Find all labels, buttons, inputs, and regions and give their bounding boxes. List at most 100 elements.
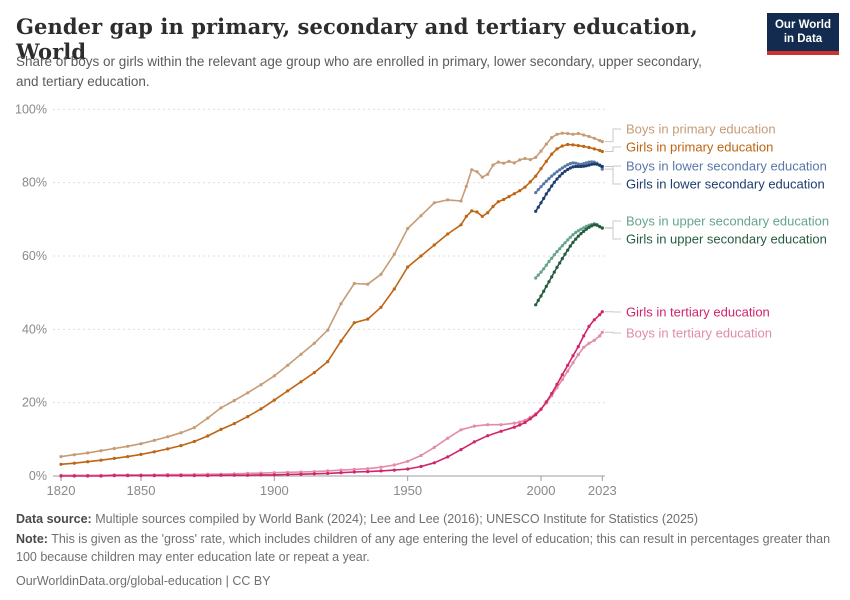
data-point [542, 289, 546, 293]
data-point [600, 226, 604, 230]
data-point [286, 470, 290, 474]
data-point [574, 237, 578, 241]
series-girls-tertiary[interactable]: Girls in tertiary education [59, 305, 770, 478]
legend-label-girls-lower-secondary[interactable]: Girls in lower secondary education [626, 177, 825, 192]
owid-logo[interactable]: Our World in Data [767, 13, 839, 55]
data-point [464, 184, 468, 188]
data-point [571, 132, 575, 136]
data-point [432, 445, 436, 449]
series-line-girls-primary[interactable] [60, 143, 604, 466]
attribution-link[interactable]: OurWorldinData.org/global-education [16, 573, 223, 588]
data-point [539, 185, 543, 189]
legend-label-boys-lower-secondary[interactable]: Boys in lower secondary education [626, 159, 827, 174]
legend-label-boys-tertiary[interactable]: Boys in tertiary education [626, 326, 772, 341]
series-line-boys-primary[interactable] [60, 132, 604, 458]
series-boys-upper-secondary[interactable]: Boys in upper secondary education [534, 214, 829, 280]
legend-label-girls-primary[interactable]: Girls in primary education [626, 140, 773, 155]
note-label: Note: [16, 532, 48, 547]
data-point [472, 440, 476, 444]
data-point [544, 142, 548, 146]
data-point [339, 302, 343, 306]
data-point [584, 164, 588, 168]
legend-label-boys-upper-secondary[interactable]: Boys in upper secondary education [626, 214, 829, 229]
data-point [542, 196, 546, 200]
legend-connector [604, 146, 621, 152]
data-point [558, 168, 562, 172]
y-tick-label: 40% [22, 322, 47, 336]
data-point [299, 380, 303, 384]
data-point [579, 232, 583, 236]
data-point [192, 439, 196, 444]
data-point [571, 161, 575, 165]
series-line-girls-lower-secondary[interactable] [534, 163, 604, 213]
y-tick-label: 20% [22, 396, 47, 410]
data-point [566, 167, 570, 172]
data-point [486, 423, 490, 427]
data-point [112, 446, 116, 451]
data-point [392, 252, 396, 256]
data-point [528, 180, 532, 184]
data-point [587, 223, 591, 227]
series-boys-lower-secondary[interactable]: Boys in lower secondary education [534, 159, 827, 195]
legend-label-boys-primary[interactable]: Boys in primary education [626, 122, 776, 137]
data-point [392, 463, 396, 467]
data-point [206, 474, 210, 478]
data-point [592, 338, 596, 342]
legend-label-girls-upper-secondary[interactable]: Girls in upper secondary education [626, 232, 827, 247]
data-point [246, 415, 250, 419]
series-line-boys-tertiary[interactable] [60, 331, 604, 477]
data-point [571, 143, 575, 147]
logo-line-1: Our World [774, 19, 831, 31]
data-point [379, 305, 383, 309]
data-point [139, 452, 143, 456]
data-point [470, 168, 474, 172]
series-girls-lower-secondary[interactable]: Girls in lower secondary education [534, 162, 825, 213]
legend-connector [604, 128, 621, 143]
data-point [179, 474, 183, 478]
series-boys-tertiary[interactable]: Boys in tertiary education [59, 326, 772, 477]
data-point [379, 272, 383, 276]
data-point [547, 280, 551, 284]
series-line-boys-lower-secondary[interactable] [534, 161, 604, 194]
data-point [598, 148, 602, 152]
data-point [86, 474, 90, 478]
data-point [379, 469, 383, 473]
data-point [592, 318, 596, 322]
data-point [432, 201, 436, 205]
data-point [587, 341, 591, 345]
legend-label-girls-tertiary[interactable]: Girls in tertiary education [626, 305, 770, 320]
data-point [192, 426, 196, 430]
data-point [598, 225, 602, 229]
data-point [576, 345, 580, 349]
data-point [496, 160, 500, 164]
data-point [595, 162, 599, 166]
data-point [312, 371, 316, 375]
data-point [259, 407, 263, 411]
data-point [552, 253, 556, 257]
data-point [299, 352, 303, 356]
note-line: Note: This is given as the 'gross' rate,… [16, 531, 840, 566]
series-girls-primary[interactable]: Girls in primary education [59, 140, 773, 466]
y-tick-label: 60% [22, 249, 47, 263]
data-point [392, 468, 396, 472]
data-point [568, 235, 572, 239]
data-point [550, 184, 554, 188]
data-point [598, 163, 602, 167]
data-point [352, 470, 356, 474]
data-point [512, 192, 516, 196]
data-point [566, 369, 570, 373]
data-point [528, 417, 532, 421]
data-point [534, 413, 538, 417]
data-point [566, 363, 570, 367]
series-line-girls-tertiary[interactable] [60, 310, 604, 477]
data-point [560, 378, 564, 382]
data-point [536, 273, 540, 277]
data-point [534, 209, 538, 213]
series-boys-primary[interactable]: Boys in primary education [59, 122, 776, 459]
data-point [312, 341, 316, 345]
data-point [246, 391, 250, 395]
data-point [512, 161, 516, 165]
data-point [566, 248, 570, 252]
series-girls-upper-secondary[interactable]: Girls in upper secondary education [534, 223, 827, 307]
